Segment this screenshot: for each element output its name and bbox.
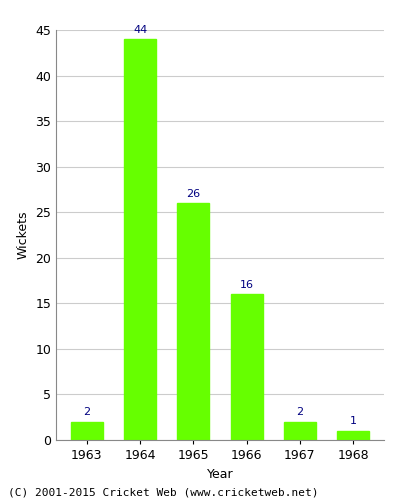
Bar [337, 431, 369, 440]
Text: 2: 2 [296, 407, 304, 417]
Text: 16: 16 [240, 280, 254, 289]
Text: 44: 44 [133, 24, 147, 34]
Bar [231, 294, 262, 440]
Bar [124, 39, 156, 440]
Bar [284, 422, 316, 440]
Text: 2: 2 [83, 407, 90, 417]
Text: 1: 1 [350, 416, 357, 426]
Text: 26: 26 [186, 188, 200, 198]
Text: (C) 2001-2015 Cricket Web (www.cricketweb.net): (C) 2001-2015 Cricket Web (www.cricketwe… [8, 488, 318, 498]
Bar [178, 203, 209, 440]
Y-axis label: Wickets: Wickets [17, 211, 30, 259]
Bar [71, 422, 103, 440]
X-axis label: Year: Year [207, 468, 233, 480]
